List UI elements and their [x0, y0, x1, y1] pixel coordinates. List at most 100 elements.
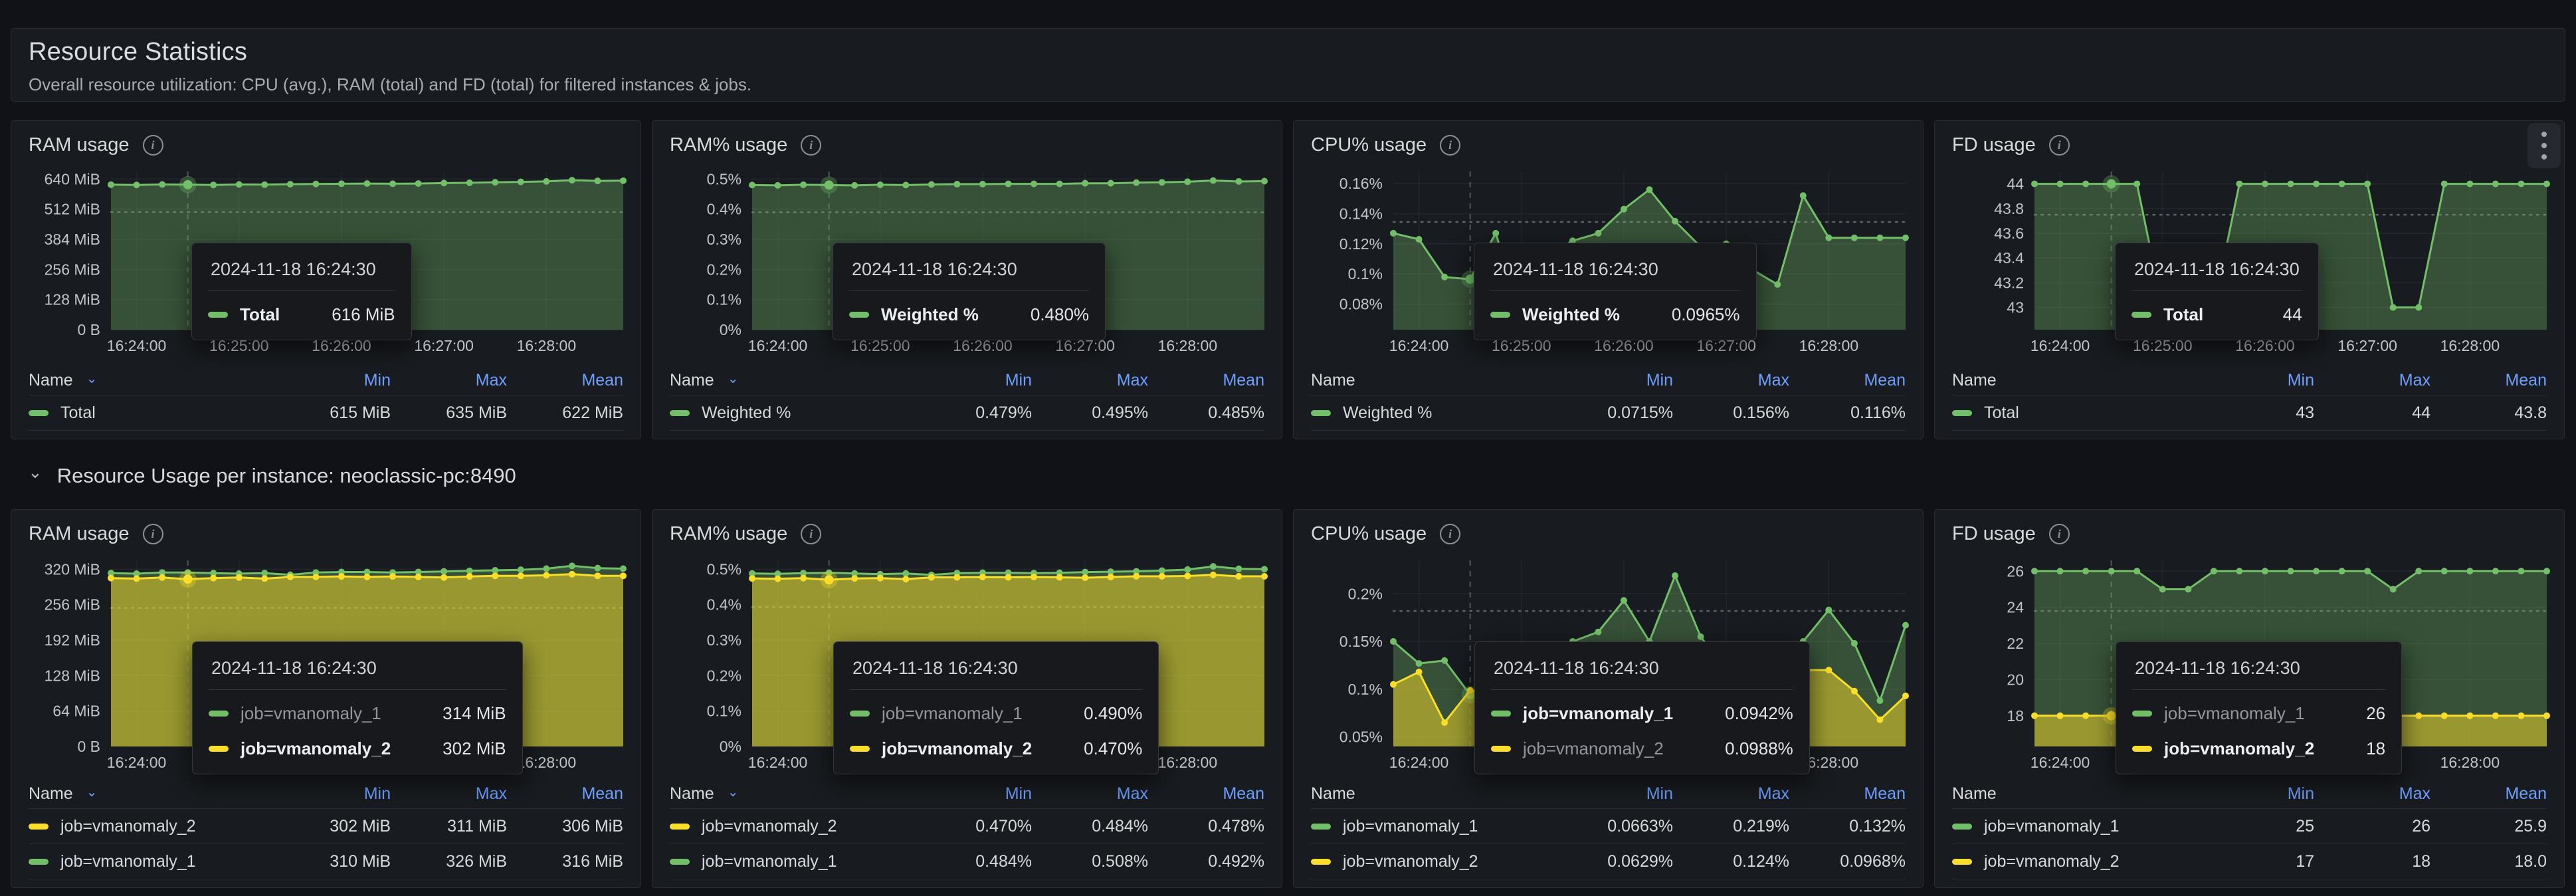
tooltip-series-row: job=vmanomaly_2 0.470%	[850, 738, 1142, 759]
legend-table: Name ⌄ Min Max Mean Weighted % 0.479% 0.495% 0.4…	[670, 366, 1264, 431]
info-icon[interactable]: i	[142, 134, 163, 156]
sort-chevron-down-icon: ⌄	[86, 784, 98, 800]
series-marker	[1311, 409, 1331, 416]
legend-series-toggle[interactable]: job=vmanomaly_2	[29, 817, 274, 836]
legend-series-toggle[interactable]: job=vmanomaly_2	[1311, 852, 1557, 871]
legend-header-min[interactable]: Min	[2287, 370, 2314, 390]
panel-menu-kebab-icon[interactable]	[2527, 123, 2561, 168]
y-axis-tick-label: 43	[2007, 299, 2024, 316]
data-point	[108, 574, 114, 582]
panel-title[interactable]: FD usage	[1952, 522, 2036, 544]
legend-header-mean[interactable]: Mean	[1223, 784, 1264, 803]
legend-header-max[interactable]: Max	[2399, 784, 2430, 803]
legend-header-name[interactable]: Name	[1952, 784, 2198, 804]
legend-header-max[interactable]: Max	[1116, 370, 1148, 390]
legend-series-toggle[interactable]: job=vmanomaly_1	[1952, 817, 2198, 836]
data-point	[876, 574, 884, 582]
legend-row: job=vmanomaly_1 310 MiB 326 MiB 316 MiB	[29, 844, 623, 879]
data-point	[261, 181, 268, 188]
panel-title[interactable]: RAM% usage	[670, 134, 788, 156]
legend-header-name-label: Name	[1952, 784, 1997, 803]
tooltip-series-value: 26	[2366, 703, 2386, 723]
legend-header-name[interactable]: Name	[1311, 784, 1557, 804]
hovered-point	[2106, 711, 2116, 721]
tooltip-series-row: job=vmanomaly_1 314 MiB	[209, 703, 506, 724]
y-axis-tick-label: 0.3%	[707, 631, 742, 649]
panel-title[interactable]: RAM usage	[29, 522, 130, 544]
x-axis-tick-label: 16:27:00	[414, 337, 474, 354]
section-row-header[interactable]: ⌄ Resource Usage per instance: neoclassi…	[28, 462, 516, 487]
legend-table: Name ⌄ Min Max Mean job=vmanomaly_2 0.470% 0.48…	[670, 779, 1264, 879]
info-icon[interactable]: i	[801, 523, 822, 544]
series-marker	[850, 746, 870, 752]
legend-series-toggle[interactable]: job=vmanomaly_1	[670, 852, 916, 871]
info-icon[interactable]: i	[801, 134, 822, 156]
panel-title[interactable]: FD usage	[1952, 134, 2036, 156]
info-icon[interactable]: i	[142, 523, 163, 544]
legend-header-max[interactable]: Max	[475, 784, 507, 803]
legend-header-mean[interactable]: Mean	[581, 784, 623, 803]
data-point	[2210, 568, 2217, 575]
data-point	[1107, 179, 1114, 187]
panel-title[interactable]: CPU% usage	[1311, 522, 1427, 544]
x-axis-tick-label: 16:28:00	[517, 337, 577, 354]
legend-header-min[interactable]: Min	[1646, 784, 1673, 803]
tooltip-series-name: job=vmanomaly_1	[1523, 703, 1674, 723]
legend-header-row: Name Min Max Mean	[1311, 779, 1906, 809]
y-axis-tick-label: 0.05%	[1339, 728, 1383, 746]
info-icon[interactable]: i	[1440, 523, 1461, 544]
panel-header: CPU% usage i	[1294, 510, 1923, 550]
legend-series-toggle[interactable]: job=vmanomaly_2	[670, 817, 916, 836]
panel-title[interactable]: RAM usage	[29, 134, 130, 156]
legend-header-max[interactable]: Max	[1757, 784, 1789, 803]
legend-header-min[interactable]: Min	[2287, 784, 2314, 803]
legend-header-min[interactable]: Min	[1005, 784, 1032, 803]
info-icon[interactable]: i	[1440, 134, 1461, 156]
legend-header-max[interactable]: Max	[1116, 784, 1148, 803]
data-point	[2415, 304, 2423, 311]
legend-header-mean[interactable]: Mean	[1864, 784, 1906, 803]
legend-header-min[interactable]: Min	[1005, 370, 1032, 390]
legend-header-mean[interactable]: Mean	[1223, 370, 1264, 390]
legend-header-name[interactable]: Name	[1311, 371, 1557, 390]
legend-series-toggle[interactable]: Total	[1952, 403, 2198, 423]
y-axis-tick-label: 0.16%	[1339, 175, 1383, 192]
legend-table: Name ⌄ Min Max Mean job=vmanomaly_2 302 MiB 311…	[29, 779, 623, 879]
legend-header-min[interactable]: Min	[1646, 370, 1673, 390]
legend-header-min[interactable]: Min	[363, 370, 391, 390]
legend-series-toggle[interactable]: Weighted %	[670, 403, 916, 423]
legend-header-min[interactable]: Min	[363, 784, 391, 803]
legend-header-mean[interactable]: Mean	[2505, 784, 2547, 803]
panel-title[interactable]: CPU% usage	[1311, 134, 1427, 156]
legend-header-max[interactable]: Max	[2399, 370, 2430, 390]
info-icon[interactable]: i	[2048, 523, 2070, 544]
legend-header-name[interactable]: Name ⌄	[29, 784, 274, 804]
data-point	[2364, 180, 2371, 187]
legend-header-name[interactable]: Name ⌄	[670, 784, 916, 804]
legend-header-mean[interactable]: Mean	[581, 370, 623, 390]
data-point	[2082, 180, 2090, 187]
panel-title[interactable]: RAM% usage	[670, 522, 788, 544]
legend-value-max: 635 MiB	[446, 403, 507, 422]
legend-header-mean[interactable]: Mean	[1864, 370, 1906, 390]
legend-series-toggle[interactable]: job=vmanomaly_1	[1311, 817, 1557, 836]
legend-series-toggle[interactable]: Weighted %	[1311, 403, 1557, 423]
y-axis-tick-label: 0.3%	[707, 231, 742, 248]
legend-series-toggle[interactable]: job=vmanomaly_2	[1952, 852, 2198, 871]
legend-value-min: 17	[2296, 851, 2314, 871]
legend-header-row: Name ⌄ Min Max Mean	[29, 779, 623, 809]
y-axis-tick-label: 43.4	[1994, 249, 2024, 267]
legend-series-toggle[interactable]: job=vmanomaly_1	[29, 852, 274, 871]
legend-header-max[interactable]: Max	[475, 370, 507, 390]
hover-tooltip: 2024-11-18 16:24:30 job=vmanomaly_1 26 job=…	[2116, 641, 2403, 774]
legend-header-mean[interactable]: Mean	[2505, 370, 2547, 390]
legend-header-name[interactable]: Name ⌄	[670, 371, 916, 390]
data-point	[902, 181, 910, 189]
legend-row: job=vmanomaly_1 0.0663% 0.219% 0.132%	[1311, 809, 1906, 844]
legend-header-max[interactable]: Max	[1757, 370, 1789, 390]
legend-header-name[interactable]: Name	[1952, 371, 2198, 390]
info-icon[interactable]: i	[2048, 134, 2070, 156]
legend-series-toggle[interactable]: Total	[29, 403, 274, 423]
legend-header-name[interactable]: Name ⌄	[29, 371, 274, 390]
data-point	[286, 181, 294, 188]
